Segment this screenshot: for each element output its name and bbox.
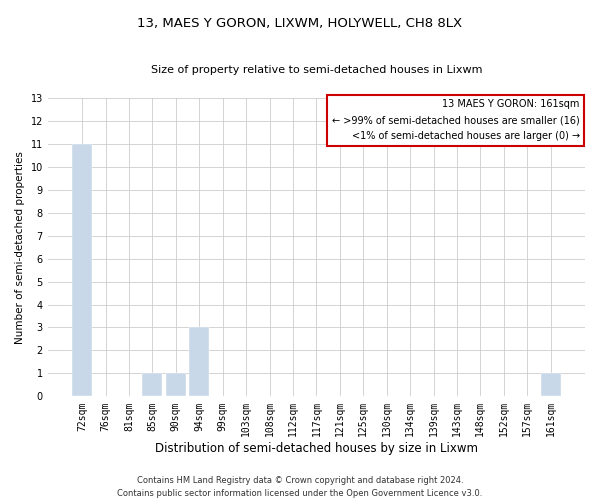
Bar: [541, 374, 560, 396]
Bar: [166, 374, 186, 396]
Bar: [190, 328, 209, 396]
Bar: [142, 374, 163, 396]
Bar: [72, 144, 92, 397]
Title: Size of property relative to semi-detached houses in Lixwm: Size of property relative to semi-detach…: [151, 65, 482, 75]
Y-axis label: Number of semi-detached properties: Number of semi-detached properties: [15, 150, 25, 344]
Text: 13 MAES Y GORON: 161sqm
← >99% of semi-detached houses are smaller (16)
<1% of s: 13 MAES Y GORON: 161sqm ← >99% of semi-d…: [332, 100, 580, 140]
Text: 13, MAES Y GORON, LIXWM, HOLYWELL, CH8 8LX: 13, MAES Y GORON, LIXWM, HOLYWELL, CH8 8…: [137, 18, 463, 30]
Text: Contains HM Land Registry data © Crown copyright and database right 2024.
Contai: Contains HM Land Registry data © Crown c…: [118, 476, 482, 498]
X-axis label: Distribution of semi-detached houses by size in Lixwm: Distribution of semi-detached houses by …: [155, 442, 478, 455]
